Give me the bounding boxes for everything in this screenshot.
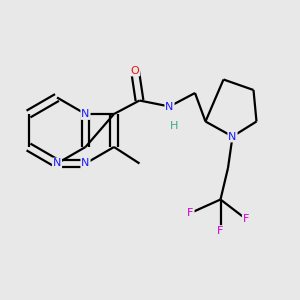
Text: N: N [53, 158, 61, 169]
Text: N: N [81, 109, 90, 119]
Text: N: N [228, 131, 237, 142]
Text: O: O [130, 65, 140, 76]
Text: F: F [187, 208, 194, 218]
Text: F: F [217, 226, 224, 236]
Text: F: F [243, 214, 249, 224]
Text: H: H [170, 121, 178, 131]
Text: N: N [81, 158, 90, 169]
Text: H: H [170, 121, 178, 131]
Text: N: N [165, 101, 174, 112]
